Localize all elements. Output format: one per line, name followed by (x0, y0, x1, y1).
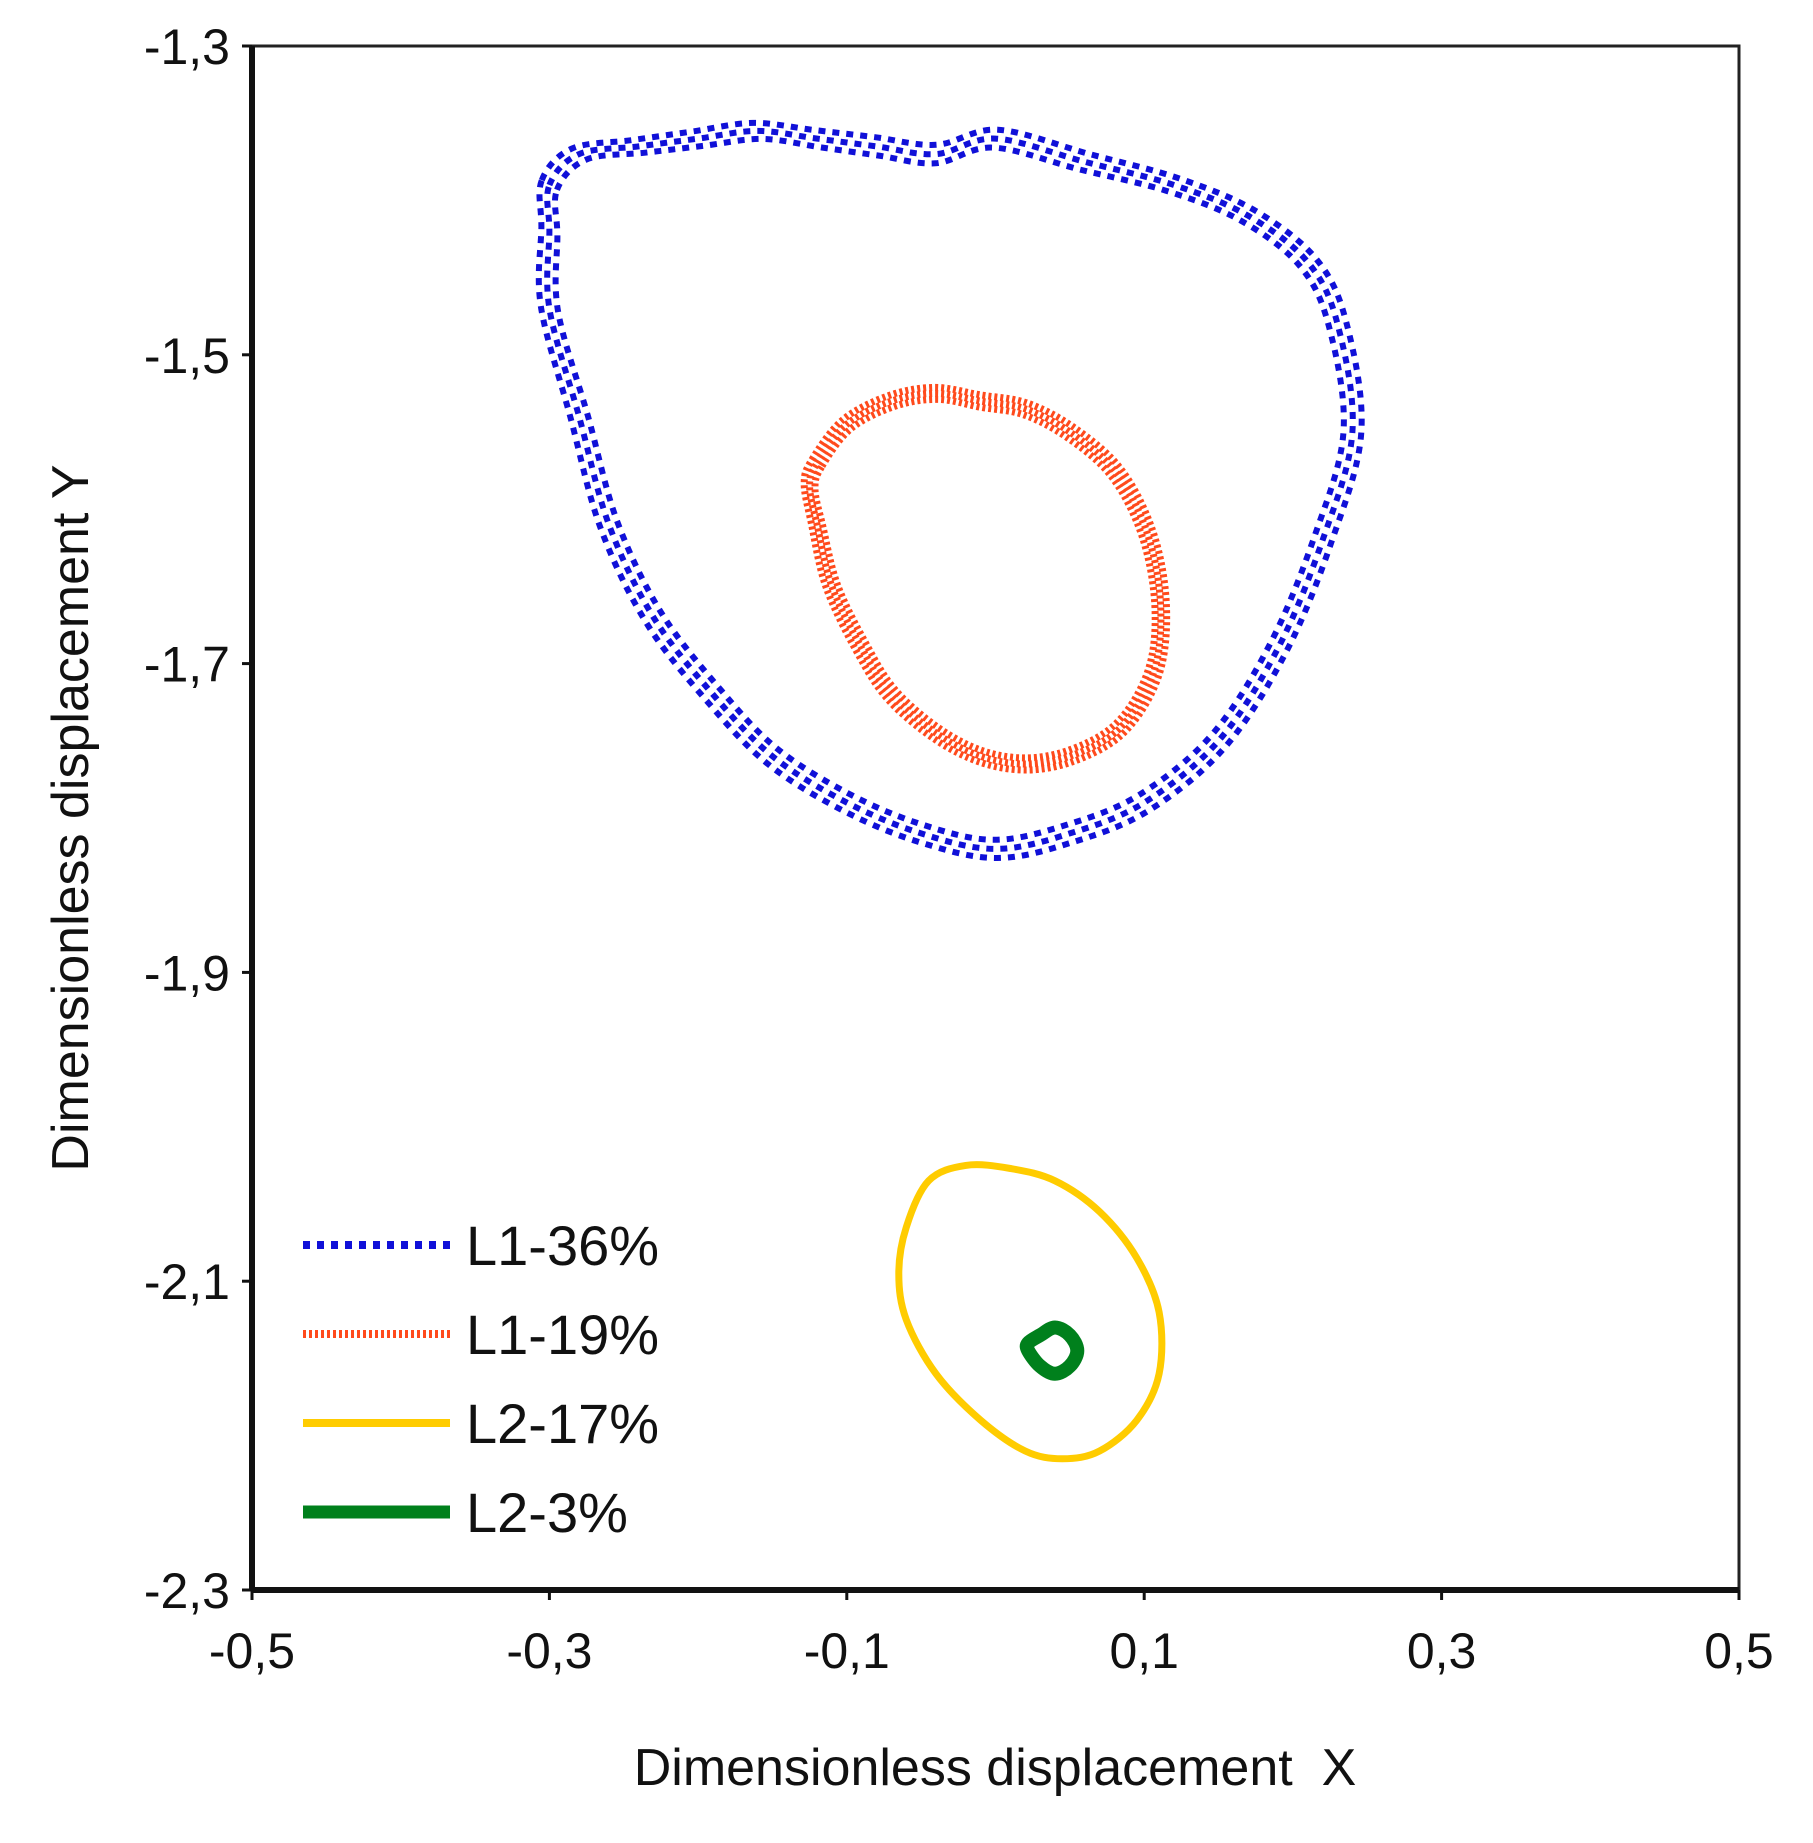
series-l2-3- (1019, 1320, 1085, 1381)
plot-area (249, 44, 1741, 1593)
y-tick-label: -1,9 (144, 945, 230, 1001)
y-axis-title: Dimensionless displacement Y (42, 464, 100, 1171)
y-tick-label: -1,7 (144, 637, 230, 693)
series-l2-17- (895, 1161, 1166, 1463)
legend-label: L1-36% (466, 1214, 659, 1277)
trajectory-loop (1019, 1320, 1085, 1381)
trajectory-loop (895, 1161, 1166, 1463)
y-tick-label: -2,3 (144, 1563, 230, 1619)
trajectory-loop (544, 127, 1356, 852)
x-tick-label: -0,3 (506, 1623, 592, 1679)
legend-label: L2-3% (466, 1481, 628, 1544)
series-l1-19- (800, 383, 1171, 774)
trajectory-loop (535, 119, 1365, 862)
legend: L1-36% L1-19% L2-17% L2-3% (303, 1214, 659, 1544)
legend-label: L2-17% (466, 1392, 659, 1455)
trajectory-loop (806, 389, 1165, 768)
x-tick-label: 0,3 (1407, 1623, 1477, 1679)
x-tick-label: 0,1 (1109, 1623, 1179, 1679)
legend-label: L1-19% (466, 1303, 659, 1366)
trajectory-loop (800, 383, 1171, 774)
x-tick-label: -0,5 (209, 1623, 295, 1679)
x-axis-ticks: -0,5 -0,3 -0,1 0,1 0,3 0,5 (209, 1590, 1774, 1679)
trajectories (535, 119, 1365, 1463)
y-tick-label: -2,1 (144, 1254, 230, 1310)
y-axis-ticks: -1,3 -1,5 -1,7 -1,9 -2,1 -2,3 (144, 19, 252, 1619)
x-tick-label: 0,5 (1704, 1623, 1774, 1679)
x-axis-title: Dimensionless displacement X (634, 1739, 1357, 1797)
y-tick-label: -1,3 (144, 19, 230, 75)
y-tick-label: -1,5 (144, 328, 230, 384)
x-tick-label: -0,1 (804, 1623, 890, 1679)
series-l1-36- (535, 119, 1365, 862)
trajectory-loop (551, 135, 1347, 843)
